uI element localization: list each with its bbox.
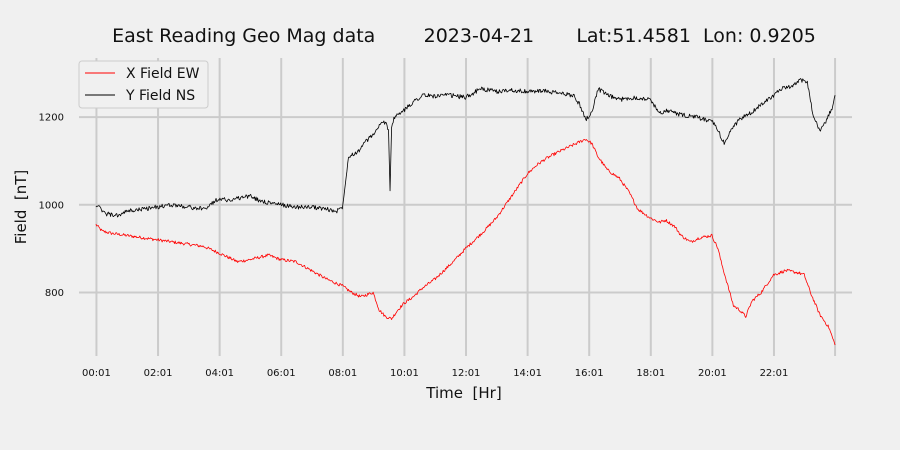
x-tick-label-7: 14:01 xyxy=(513,368,542,379)
legend-label-y-field: Y Field NS xyxy=(125,88,195,104)
x-tick-label-3: 06:01 xyxy=(267,368,296,379)
legend-label-x-field: X Field EW xyxy=(126,66,200,82)
x-tick-label-0: 00:01 xyxy=(82,368,111,379)
legend: X Field EW Y Field NS xyxy=(78,60,209,109)
chart-title: East Reading Geo Mag data 2023-04-21 Lat… xyxy=(112,25,816,47)
x-tick-label-11: 22:01 xyxy=(760,368,789,379)
x-tick-label-9: 18:01 xyxy=(636,368,665,379)
x-tick-label-5: 10:01 xyxy=(390,368,419,379)
y-axis-label: Field [nT] xyxy=(12,170,30,245)
series-layer xyxy=(95,78,836,346)
x-tick-label-1: 02:01 xyxy=(144,368,173,379)
y-axis-ticks: 800 1000 1200 xyxy=(39,113,64,299)
y-tick-label-1000: 1000 xyxy=(39,200,64,211)
x-tick-label-2: 04:01 xyxy=(205,368,234,379)
x-tick-label-4: 08:01 xyxy=(328,368,357,379)
x-tick-label-8: 16:01 xyxy=(575,368,604,379)
x-tick-label-10: 20:01 xyxy=(698,368,727,379)
x-axis-label: Time [Hr] xyxy=(425,384,501,402)
y-tick-label-1200: 1200 xyxy=(39,113,64,124)
x-tick-label-6: 12:01 xyxy=(452,368,481,379)
gridlines xyxy=(79,58,852,356)
x-axis-ticks: 00:01 02:01 04:01 06:01 08:01 10:01 12:01 14:01… xyxy=(82,368,788,379)
y-tick-label-800: 800 xyxy=(45,288,64,299)
series-line-y-field-ns xyxy=(95,78,836,218)
series-line-x-field-ew xyxy=(95,139,836,346)
